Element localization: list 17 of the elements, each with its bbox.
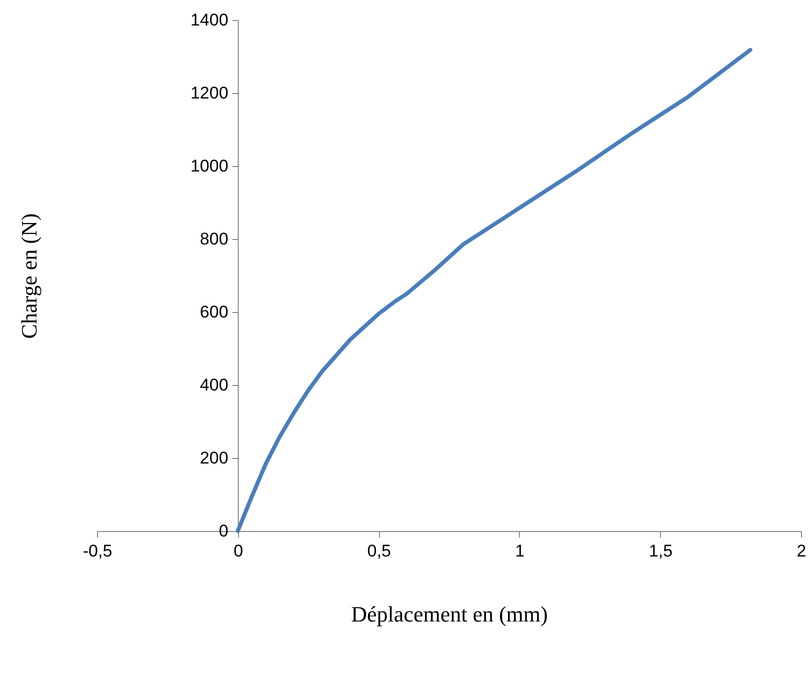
y-tick-label: 1400 [190, 10, 228, 30]
y-tick-label: 600 [200, 302, 228, 322]
x-tick-label: -0,5 [82, 542, 112, 560]
y-axis-title: Charge en (N) [16, 213, 42, 339]
x-tick-label: 1,5 [648, 542, 673, 560]
y-tick-label: 400 [200, 376, 228, 394]
y-tick-label: 200 [200, 448, 228, 468]
x-tick-label: 2 [796, 542, 806, 560]
x-axis-title: Déplacement en (mm) [351, 602, 548, 626]
y-tick-label: 1200 [190, 84, 228, 102]
y-tick-label: 1000 [190, 156, 228, 176]
x-tick-label: 0,5 [367, 542, 391, 560]
y-tick-label: 800 [200, 230, 228, 248]
x-tick-label: 1 [515, 542, 525, 560]
y-tick-label: 0 [218, 522, 228, 540]
x-tick-label: 0 [234, 542, 244, 560]
line-series [236, 48, 752, 533]
